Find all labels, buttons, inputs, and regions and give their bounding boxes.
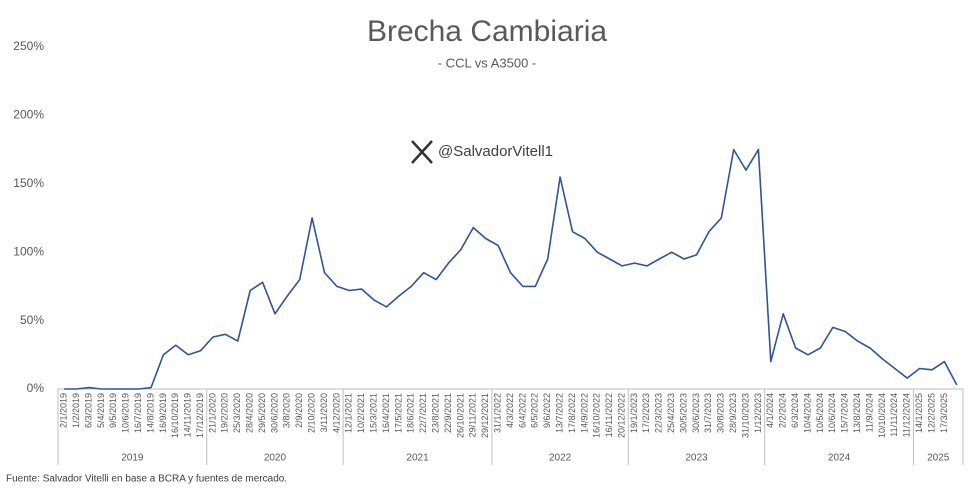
x-tick-label: 10/6/2019 — [121, 393, 131, 433]
x-tick-label: 10/10/2024 — [877, 393, 887, 438]
x-tick-label: 5/4/2019 — [96, 393, 106, 428]
x-tick-label: 11/11/2024 — [889, 393, 899, 437]
x-tick-label: 16/10/2022 — [592, 393, 602, 438]
x-tick-label: 4/12/2020 — [331, 393, 341, 433]
x-tick-label: 15/7/2024 — [840, 393, 850, 433]
x-tick-label: 30/6/2023 — [691, 393, 701, 433]
x-tick-label: 21/1/2020 — [207, 393, 217, 433]
x-tick-label: 30/8/2023 — [716, 393, 726, 433]
y-tick-label: 0% — [27, 381, 45, 395]
x-tick-label: 2/10/2020 — [307, 393, 317, 433]
x-tick-label: 16/10/2019 — [170, 393, 180, 438]
x-tick-label: 1/12/2023 — [753, 393, 763, 433]
chart-title: Brecha Cambiaria — [367, 15, 607, 48]
x-tick-label: 30/6/2020 — [269, 393, 279, 433]
x-tick-label: 14/1/2025 — [914, 393, 924, 433]
x-tick-label: 17/3/2025 — [939, 393, 949, 433]
x-tick-label: 31/10/2023 — [740, 393, 750, 438]
y-tick-label: 200% — [13, 108, 44, 122]
x-tick-label: 28/4/2020 — [245, 393, 255, 433]
x-tick-label: 16/11/2022 — [604, 393, 614, 437]
x-tick-label: 10/4/2024 — [802, 393, 812, 433]
x-tick-label: 13/7/2022 — [554, 393, 564, 433]
x-tick-label: 22/9/2021 — [443, 393, 453, 433]
x-tick-label: 22/3/2023 — [654, 393, 664, 433]
year-label: 2019 — [121, 453, 144, 464]
year-label: 2020 — [264, 453, 287, 464]
data-line — [64, 148, 958, 390]
y-tick-label: 100% — [13, 244, 44, 258]
x-tick-label: 29/5/2020 — [257, 393, 267, 433]
x-tick-label: 9/6/2022 — [542, 393, 552, 428]
x-tick-label: 17/2/2023 — [641, 393, 651, 433]
x-tick-label: 20/12/2022 — [616, 393, 626, 438]
x-tick-label: 28/9/2023 — [728, 393, 738, 433]
x-tick-label: 25/3/2020 — [232, 393, 242, 433]
x-tick-label: 10/5/2024 — [815, 393, 825, 433]
x-tick-label: 6/4/2022 — [517, 393, 527, 428]
year-label: 2021 — [406, 453, 429, 464]
x-tick-label: 4/3/2022 — [505, 393, 515, 428]
x-tick-label: 25/4/2023 — [666, 393, 676, 433]
x-tick-label: 10/6/2024 — [827, 393, 837, 433]
x-tick-label: 30/5/2023 — [678, 393, 688, 433]
x-tick-label: 14/11/2019 — [183, 393, 193, 437]
x-tick-label: 6/3/2024 — [790, 393, 800, 428]
x-tick-label: 16/4/2021 — [381, 393, 391, 433]
x-tick-label: 29/11/2021 — [468, 393, 478, 437]
watermark: @SalvadorVitell1 — [438, 143, 553, 160]
x-tick-label: 16/9/2019 — [158, 393, 168, 433]
x-tick-label: 12/1/2021 — [344, 393, 354, 433]
x-tick-label: 29/12/2021 — [480, 393, 490, 438]
x-tick-label: 22/7/2021 — [418, 393, 428, 433]
source-note: Fuente: Salvador Vitelli en base a BCRA … — [6, 474, 287, 485]
x-tick-label: 3/11/2020 — [319, 393, 329, 432]
x-tick-label: 2/1/2019 — [59, 393, 69, 428]
y-tick-label: 50% — [20, 313, 44, 327]
x-tick-label: 12/2/2025 — [926, 393, 936, 433]
x-tick-label: 9/5/2019 — [108, 393, 118, 428]
x-tick-label: 4/1/2024 — [765, 393, 775, 428]
x-tick-label: 17/5/2021 — [393, 393, 403, 433]
x-tick-label: 16/7/2019 — [133, 393, 143, 433]
x-tick-label: 3/8/2020 — [282, 393, 292, 428]
x-tick-label: 17/12/2019 — [195, 393, 205, 438]
x-tick-label: 6/3/2019 — [83, 393, 93, 428]
x-tick-label: 2/9/2020 — [294, 393, 304, 428]
x-tick-label: 10/2/2021 — [356, 393, 366, 433]
year-label: 2024 — [828, 453, 851, 464]
x-tick-label: 11/12/2024 — [902, 393, 912, 437]
y-tick-label: 150% — [13, 176, 44, 190]
x-tick-label: 18/6/2021 — [406, 393, 416, 433]
x-tick-label: 31/7/2023 — [703, 393, 713, 433]
year-label: 2023 — [685, 453, 708, 464]
x-tick-label: 1/2/2019 — [71, 393, 81, 428]
x-tick-label: 19/2/2020 — [220, 393, 230, 433]
year-label: 2022 — [549, 453, 572, 464]
x-tick-label: 11/9/2024 — [864, 393, 874, 432]
x-tick-label: 6/5/2022 — [530, 393, 540, 428]
x-tick-label: 26/10/2021 — [455, 393, 465, 438]
x-tick-label: 14/9/2022 — [579, 393, 589, 433]
y-tick-label: 250% — [13, 39, 44, 53]
x-tick-label: 19/1/2023 — [629, 393, 639, 433]
year-label: 2025 — [927, 453, 950, 464]
x-tick-label: 15/3/2021 — [369, 393, 379, 433]
x-tick-label: 2/2/2024 — [778, 393, 788, 428]
x-tick-label: 17/8/2022 — [567, 393, 577, 433]
x-tick-label: 14/8/2019 — [145, 393, 155, 433]
chart-subtitle: - CCL vs A3500 - — [438, 55, 537, 70]
x-logo — [411, 140, 433, 164]
x-tick-label: 23/8/2021 — [430, 393, 440, 433]
x-tick-label: 13/8/2024 — [852, 393, 862, 433]
x-tick-label: 31/1/2022 — [492, 393, 502, 433]
